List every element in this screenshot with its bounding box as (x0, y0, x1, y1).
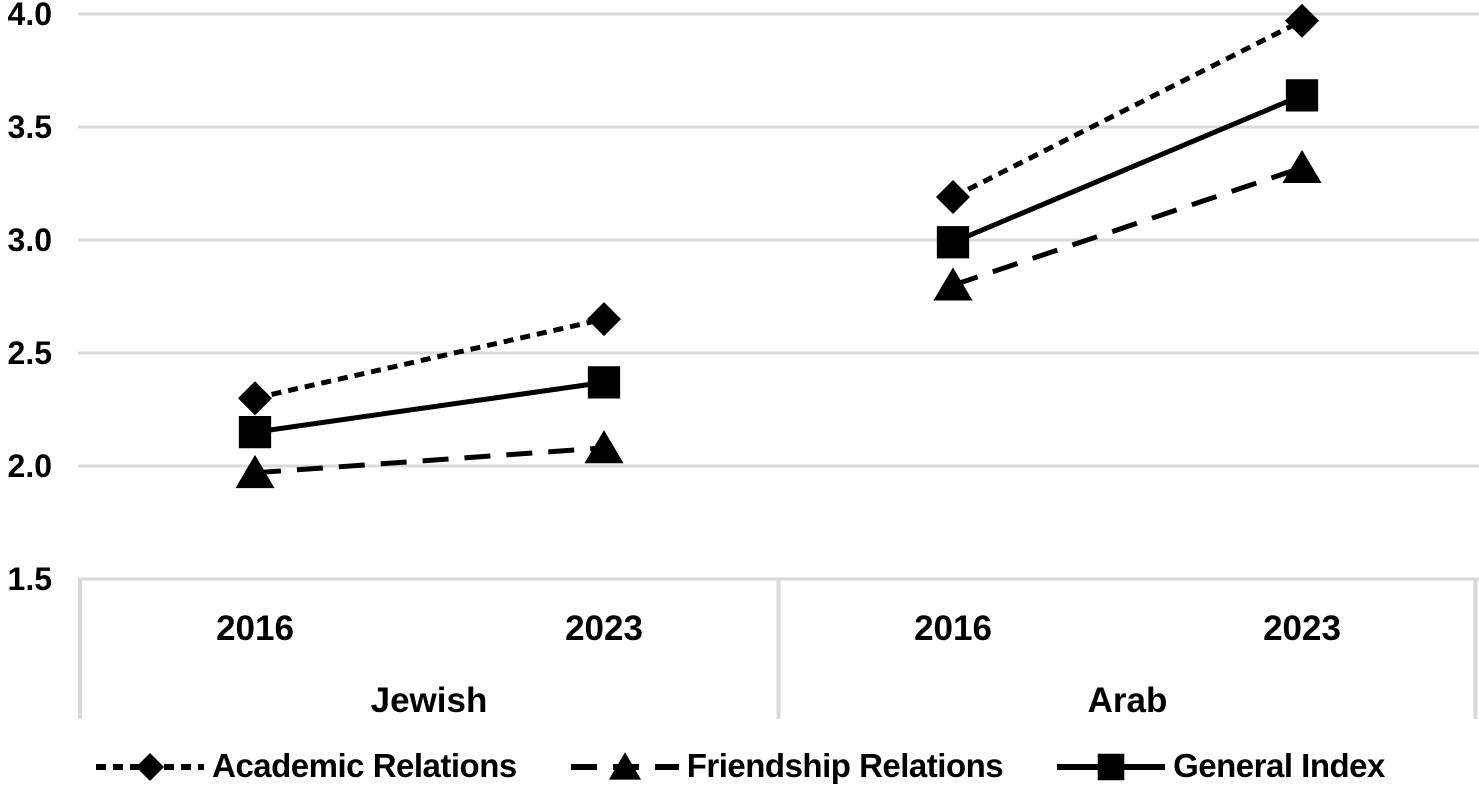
year-label: 2016 (216, 609, 294, 648)
triangle-marker (1282, 149, 1322, 183)
square-marker (587, 366, 621, 399)
chart-legend: Academic Relations Friendship Relations … (0, 736, 1479, 796)
legend-item-academic-relations: Academic Relations (94, 747, 517, 785)
category-axis-frame (78, 579, 1478, 719)
square-marker (936, 226, 970, 259)
square-marker (1285, 79, 1319, 112)
square-marker (238, 415, 272, 449)
series-line (952, 165, 1303, 288)
triangle-marker (235, 454, 275, 489)
series-friendship-relations (235, 149, 1322, 489)
legend-item-general-index: General Index (1055, 747, 1385, 785)
y-tick-label: 3.5 (8, 109, 52, 145)
legend-item-friendship-relations: Friendship Relations (569, 747, 1004, 785)
diamond-marker (1285, 3, 1319, 38)
triangle-marker (584, 430, 624, 464)
diamond-marker (238, 381, 272, 416)
series-line (254, 445, 605, 476)
y-tick-label: 4.0 (8, 0, 52, 32)
long-dash-triangle-line-icon (569, 748, 681, 784)
group-label: Arab (1088, 681, 1168, 720)
legend-label: Academic Relations (212, 747, 517, 784)
gridlines (78, 12, 1479, 581)
y-axis-tick-labels: 4.0 3.5 3.0 2.5 2.0 1.5 (8, 0, 52, 597)
year-label: 2023 (1263, 609, 1341, 648)
category-axis-labels: 2016 2023 2016 2023 Jewish Arab (216, 609, 1341, 720)
y-tick-label: 1.5 (8, 561, 52, 597)
triangle-marker (933, 267, 973, 301)
y-tick-label: 3.0 (8, 222, 52, 258)
short-dash-diamond-line-icon (94, 748, 206, 784)
series-academic-relations (238, 3, 1319, 416)
series-line (254, 316, 605, 401)
solid-square-line-icon (1055, 748, 1167, 784)
y-tick-label: 2.5 (8, 335, 52, 371)
year-label: 2023 (565, 609, 643, 648)
series-line (254, 379, 605, 435)
group-label: Jewish (371, 681, 488, 720)
legend-label: Friendship Relations (686, 747, 1004, 784)
y-tick-label: 2.0 (8, 448, 52, 484)
series-line (952, 93, 1303, 245)
legend-label: General Index (1173, 747, 1385, 784)
series-general-index (238, 79, 1319, 449)
plot-area: 4.0 3.5 3.0 2.5 2.0 1.5 2016 2023 2016 2023 Jewish… (8, 0, 1479, 720)
diamond-marker (587, 302, 621, 337)
diamond-marker (936, 180, 970, 215)
year-label: 2016 (914, 609, 992, 648)
series-line (951, 18, 1304, 200)
